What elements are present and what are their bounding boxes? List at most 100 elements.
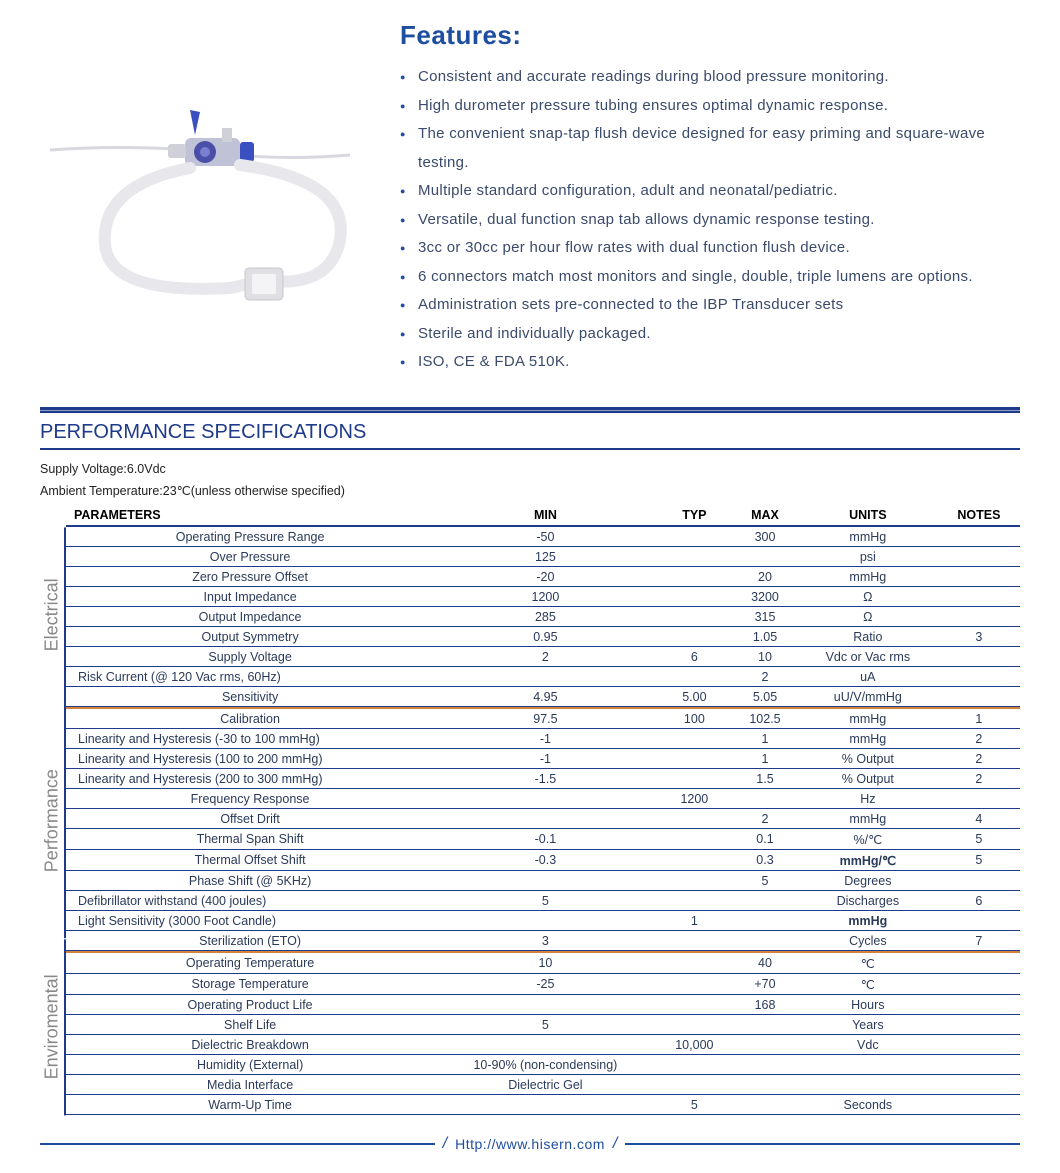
table-row: Defibrillator withstand (400 joules)5Dis… <box>66 891 1020 911</box>
notes-cell: 2 <box>938 769 1020 789</box>
notes-cell <box>938 547 1020 567</box>
min-cell: -0.1 <box>434 829 656 850</box>
spec-header-cell: TYP <box>657 505 732 526</box>
notes-cell <box>938 687 1020 707</box>
param-cell: Thermal Offset Shift <box>66 850 434 871</box>
max-cell: 168 <box>732 995 798 1015</box>
min-cell: 3 <box>434 931 656 951</box>
spec-header-row: PARAMETERSMINTYPMAXUNITSNOTES <box>66 505 1020 526</box>
units-cell: mmHg <box>798 911 938 931</box>
notes-cell <box>938 526 1020 547</box>
typ-cell: 1 <box>657 911 732 931</box>
param-cell: Input Impedance <box>66 587 434 607</box>
param-cell: Linearity and Hysteresis (-30 to 100 mmH… <box>66 729 434 749</box>
notes-cell <box>938 587 1020 607</box>
feature-item: Versatile, dual function snap tab allows… <box>400 206 1020 235</box>
typ-cell <box>657 891 732 911</box>
param-cell: Calibration <box>66 708 434 729</box>
typ-cell <box>657 931 732 951</box>
notes-cell <box>938 667 1020 687</box>
min-cell <box>434 1035 656 1055</box>
typ-cell <box>657 627 732 647</box>
units-cell: Ω <box>798 607 938 627</box>
param-cell: Storage Temperature <box>66 974 434 995</box>
min-cell <box>434 871 656 891</box>
typ-cell <box>657 769 732 789</box>
spec-header-cell: MAX <box>732 505 798 526</box>
spec-table: PARAMETERSMINTYPMAXUNITSNOTES Operating … <box>66 505 1020 1115</box>
ambient-temp-note: Ambient Temperature:23℃(unless otherwise… <box>40 482 1020 501</box>
max-cell <box>732 911 798 931</box>
notes-cell: 3 <box>938 627 1020 647</box>
typ-cell <box>657 729 732 749</box>
units-cell: Discharges <box>798 891 938 911</box>
max-cell <box>732 891 798 911</box>
typ-cell: 5 <box>657 1095 732 1115</box>
spec-underline <box>40 448 1020 450</box>
typ-cell <box>657 526 732 547</box>
max-cell: 1 <box>732 729 798 749</box>
notes-cell: 4 <box>938 809 1020 829</box>
max-cell <box>732 789 798 809</box>
param-cell: Phase Shift (@ 5KHz) <box>66 871 434 891</box>
units-cell: psi <box>798 547 938 567</box>
typ-cell: 10,000 <box>657 1035 732 1055</box>
notes-cell <box>938 1015 1020 1035</box>
table-row: Output Symmetry0.951.05Ratio3 <box>66 627 1020 647</box>
min-cell: 10-90% (non-condensing) <box>434 1055 656 1075</box>
param-cell: Linearity and Hysteresis (100 to 200 mmH… <box>66 749 434 769</box>
max-cell <box>732 1055 798 1075</box>
min-cell <box>434 1095 656 1115</box>
min-cell: -1.5 <box>434 769 656 789</box>
max-cell: 40 <box>732 952 798 974</box>
typ-cell <box>657 667 732 687</box>
min-cell: -25 <box>434 974 656 995</box>
param-cell: Operating Temperature <box>66 952 434 974</box>
param-cell: Defibrillator withstand (400 joules) <box>66 891 434 911</box>
product-image <box>40 20 360 320</box>
table-row: Shelf Life5Years <box>66 1015 1020 1035</box>
min-cell: -0.3 <box>434 850 656 871</box>
spec-header-cell: UNITS <box>798 505 938 526</box>
min-cell <box>434 911 656 931</box>
max-cell: 2 <box>732 809 798 829</box>
max-cell <box>732 1075 798 1095</box>
param-cell: Shelf Life <box>66 1015 434 1035</box>
features-column: Features: Consistent and accurate readin… <box>400 20 1020 377</box>
max-cell <box>732 1015 798 1035</box>
notes-cell <box>938 952 1020 974</box>
min-cell: 97.5 <box>434 708 656 729</box>
spec-header-cell: PARAMETERS <box>66 505 434 526</box>
param-cell: Humidity (External) <box>66 1055 434 1075</box>
notes-cell: 2 <box>938 729 1020 749</box>
table-row: Thermal Span Shift-0.10.1%/℃5 <box>66 829 1020 850</box>
table-row: Risk Current (@ 120 Vac rms, 60Hz)2uA <box>66 667 1020 687</box>
table-row: Input Impedance12003200Ω <box>66 587 1020 607</box>
param-cell: Warm-Up Time <box>66 1095 434 1115</box>
features-title: Features: <box>400 20 1020 51</box>
units-cell: Degrees <box>798 871 938 891</box>
param-cell: Offset Drift <box>66 809 434 829</box>
typ-cell: 100 <box>657 708 732 729</box>
min-cell: 1200 <box>434 587 656 607</box>
max-cell: 315 <box>732 607 798 627</box>
supply-voltage-note: Supply Voltage:6.0Vdc <box>40 460 1020 479</box>
notes-cell <box>938 1035 1020 1055</box>
min-cell: 2 <box>434 647 656 667</box>
param-cell: Zero Pressure Offset <box>66 567 434 587</box>
top-section: Features: Consistent and accurate readin… <box>40 20 1020 377</box>
min-cell <box>434 667 656 687</box>
units-cell: uA <box>798 667 938 687</box>
max-cell: 10 <box>732 647 798 667</box>
table-row: Operating Temperature1040℃ <box>66 952 1020 974</box>
max-cell: 300 <box>732 526 798 547</box>
table-row: Offset Drift2mmHg4 <box>66 809 1020 829</box>
category-label: Enviromental <box>40 939 66 1115</box>
min-cell: Dielectric Gel <box>434 1075 656 1095</box>
max-cell: 1 <box>732 749 798 769</box>
notes-cell: 1 <box>938 708 1020 729</box>
category-column: ElectricalPerformanceEnviromental <box>40 505 66 1115</box>
typ-cell: 1200 <box>657 789 732 809</box>
param-cell: Linearity and Hysteresis (200 to 300 mmH… <box>66 769 434 789</box>
table-row: Phase Shift (@ 5KHz)5Degrees <box>66 871 1020 891</box>
